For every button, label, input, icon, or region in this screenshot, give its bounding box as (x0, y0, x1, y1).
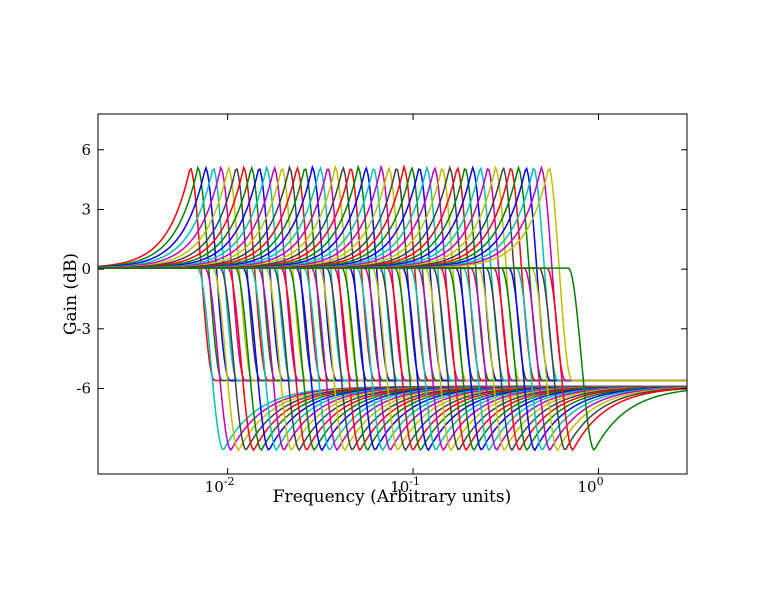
cut-curve (98, 267, 687, 452)
curve-group (98, 164, 687, 452)
y-tick-label: -6 (76, 379, 91, 397)
plot-area (98, 114, 687, 474)
y-tick-label: 6 (81, 141, 91, 159)
x-tick-label: 100 (577, 475, 603, 496)
x-tick-label: 10-2 (205, 475, 235, 496)
y-tick-label: 3 (81, 200, 91, 218)
x-tick-base: 10 (205, 478, 224, 496)
y-tick-label: 0 (81, 260, 91, 278)
x-tick-exponent: -2 (224, 475, 235, 488)
x-tick-base: 10 (390, 478, 409, 496)
y-axis-title: Gain (dB) (61, 253, 81, 335)
x-tick-base: 10 (577, 478, 596, 496)
tick-group: 630-3-610-2 10-1 100 (76, 114, 687, 496)
x-tick-exponent: 0 (597, 475, 604, 488)
x-tick-label: 10-1 (390, 475, 420, 496)
y-tick-label: -3 (76, 320, 91, 338)
plot-frame (97, 113, 688, 475)
x-axis-title: Frequency (Arbitrary units) (273, 487, 511, 507)
x-tick-exponent: -1 (409, 475, 420, 488)
